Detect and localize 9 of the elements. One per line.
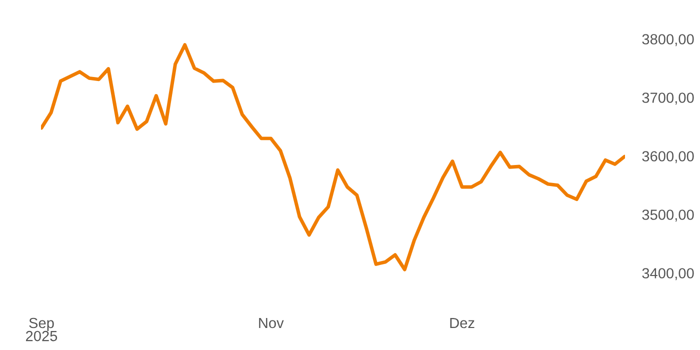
y-tick-label: 3500,00 bbox=[642, 210, 694, 222]
y-tick-label: 3700,00 bbox=[642, 92, 694, 105]
x-tick-label: Nov bbox=[259, 318, 284, 328]
y-tick-label: 3600,00 bbox=[642, 151, 694, 164]
line-series bbox=[41, 43, 625, 272]
y-tick-label: 3400,00 bbox=[642, 268, 694, 280]
y-tick-label: 3800,00 bbox=[642, 34, 694, 46]
x-tick-label: Sep 2025 bbox=[26, 318, 58, 342]
x-tick-label: Dez bbox=[450, 318, 474, 328]
